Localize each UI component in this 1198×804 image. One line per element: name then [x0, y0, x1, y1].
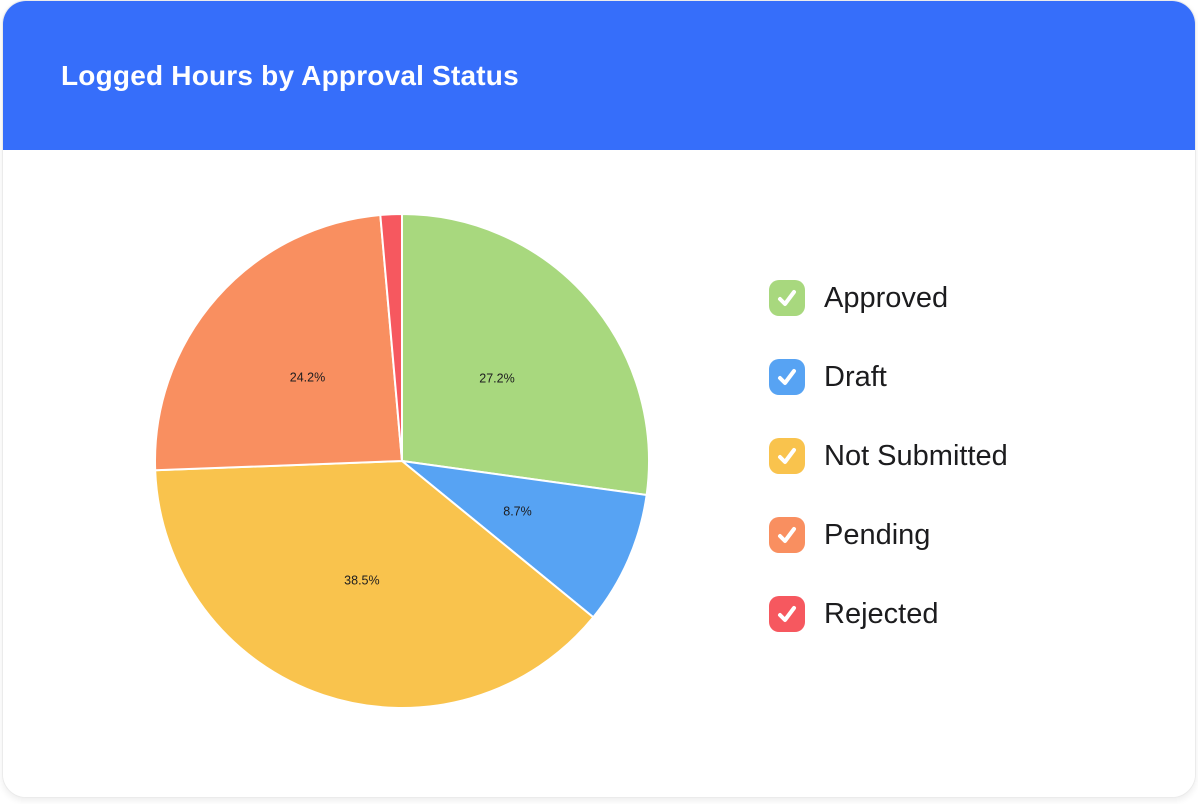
page-title: Logged Hours by Approval Status [61, 59, 519, 91]
pie-chart[interactable]: 27.2% 8.7% 38.5% 24.2% [153, 212, 651, 710]
pie-slice-label: 24.2% [290, 371, 325, 385]
check-icon [769, 280, 805, 316]
legend-item-pending[interactable]: Pending [769, 517, 1008, 553]
pie-slice-label: 8.7% [503, 504, 532, 518]
pie-slice-rejected[interactable] [379, 212, 403, 462]
check-icon [769, 596, 805, 632]
check-icon [769, 438, 805, 474]
legend-item-draft[interactable]: Draft [769, 359, 1008, 395]
legend-item-approved[interactable]: Approved [769, 280, 1008, 316]
legend-label: Not Submitted [824, 439, 1008, 472]
pie-slice-label: 27.2% [479, 371, 514, 385]
legend-label: Rejected [824, 597, 939, 630]
legend-item-not-submitted[interactable]: Not Submitted [769, 438, 1008, 474]
pie-slice-approved[interactable] [401, 213, 650, 497]
card-header: Logged Hours by Approval Status [3, 1, 1195, 150]
pie-slice-draft[interactable] [401, 460, 648, 619]
pie-slice-pending[interactable] [154, 213, 403, 472]
legend-label: Approved [824, 281, 949, 314]
legend-label: Pending [824, 518, 931, 551]
pie-slice-label: 38.5% [344, 573, 379, 587]
legend-item-rejected[interactable]: Rejected [769, 596, 1008, 632]
check-icon [769, 517, 805, 553]
chart-legend: Approved Draft Not Submitted Pending [769, 280, 1008, 632]
check-icon [769, 359, 805, 395]
pie-slice-not-submitted[interactable] [154, 460, 595, 709]
legend-label: Draft [824, 360, 887, 393]
chart-area: 27.2% 8.7% 38.5% 24.2% Approved Draft Not S… [3, 150, 1195, 797]
